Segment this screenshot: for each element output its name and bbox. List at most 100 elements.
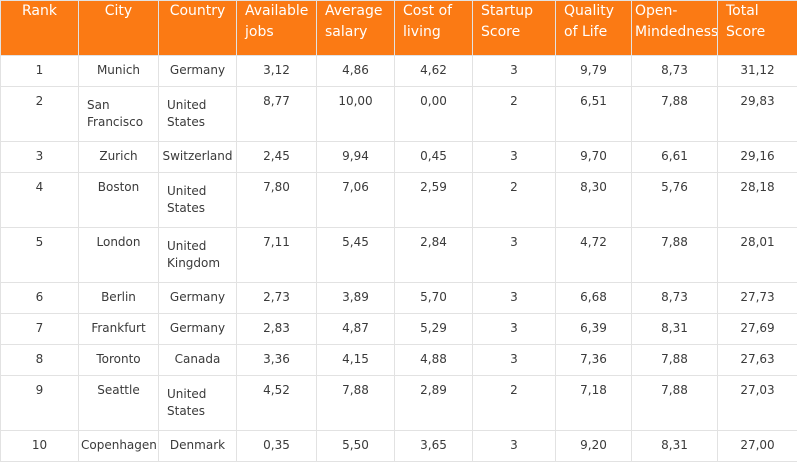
rank-cell: 4 (1, 173, 79, 228)
table-row: 3 Zurich Switzerland 2,45 9,94 0,45 3 9,… (1, 142, 797, 173)
total-score-cell: 29,16 (718, 142, 797, 173)
cost-of-living-cell: 5,29 (395, 314, 473, 345)
country-cell: Switzerland (159, 142, 237, 173)
city-cell: Boston (79, 173, 159, 228)
available-jobs-cell: 7,11 (237, 228, 317, 283)
cost-of-living-cell: 3,65 (395, 431, 473, 462)
open-mindedness-cell: 8,31 (632, 431, 718, 462)
quality-of-life-cell: 7,36 (556, 345, 632, 376)
country-cell: United States (159, 376, 237, 431)
startup-score-cell: 2 (473, 376, 556, 431)
rank-cell: 2 (1, 87, 79, 142)
total-score-cell: 28,18 (718, 173, 797, 228)
available-jobs-cell: 7,80 (237, 173, 317, 228)
startup-score-cell: 3 (473, 228, 556, 283)
country-cell: Germany (159, 314, 237, 345)
average-salary-cell: 5,50 (317, 431, 395, 462)
available-jobs-cell: 2,45 (237, 142, 317, 173)
startup-score-cell: 3 (473, 314, 556, 345)
total-score-cell: 27,69 (718, 314, 797, 345)
average-salary-cell: 10,00 (317, 87, 395, 142)
table-row: 5 London United Kingdom 7,11 5,45 2,84 3… (1, 228, 797, 283)
header-open-mindedness: Open-Mindedness (632, 1, 718, 56)
cost-of-living-cell: 0,00 (395, 87, 473, 142)
total-score-cell: 27,03 (718, 376, 797, 431)
cost-of-living-cell: 5,70 (395, 283, 473, 314)
open-mindedness-cell: 7,88 (632, 345, 718, 376)
table-row: 9 Seattle United States 4,52 7,88 2,89 2… (1, 376, 797, 431)
quality-of-life-cell: 6,39 (556, 314, 632, 345)
city-cell: Munich (79, 56, 159, 87)
average-salary-cell: 5,45 (317, 228, 395, 283)
average-salary-cell: 3,89 (317, 283, 395, 314)
cost-of-living-cell: 4,88 (395, 345, 473, 376)
average-salary-cell: 7,88 (317, 376, 395, 431)
startup-score-cell: 2 (473, 173, 556, 228)
rank-cell: 5 (1, 228, 79, 283)
open-mindedness-cell: 7,88 (632, 228, 718, 283)
quality-of-life-cell: 6,68 (556, 283, 632, 314)
startup-score-cell: 3 (473, 345, 556, 376)
header-quality-of-life: Quality of Life (556, 1, 632, 56)
header-cost-of-living: Cost of living (395, 1, 473, 56)
average-salary-cell: 4,86 (317, 56, 395, 87)
quality-of-life-cell: 7,18 (556, 376, 632, 431)
table-row: 10 Copenhagen Denmark 0,35 5,50 3,65 3 9… (1, 431, 797, 462)
rank-cell: 3 (1, 142, 79, 173)
available-jobs-cell: 4,52 (237, 376, 317, 431)
table-row: 1 Munich Germany 3,12 4,86 4,62 3 9,79 8… (1, 56, 797, 87)
header-average-salary: Average salary (317, 1, 395, 56)
average-salary-cell: 4,15 (317, 345, 395, 376)
total-score-cell: 31,12 (718, 56, 797, 87)
header-available-jobs: Available jobs (237, 1, 317, 56)
header-rank: Rank (1, 1, 79, 56)
country-cell: Denmark (159, 431, 237, 462)
rank-cell: 10 (1, 431, 79, 462)
rank-cell: 1 (1, 56, 79, 87)
country-cell: United Kingdom (159, 228, 237, 283)
country-cell: United States (159, 173, 237, 228)
open-mindedness-cell: 7,88 (632, 87, 718, 142)
cost-of-living-cell: 2,59 (395, 173, 473, 228)
quality-of-life-cell: 8,30 (556, 173, 632, 228)
available-jobs-cell: 3,12 (237, 56, 317, 87)
table-row: 8 Toronto Canada 3,36 4,15 4,88 3 7,36 7… (1, 345, 797, 376)
available-jobs-cell: 2,83 (237, 314, 317, 345)
quality-of-life-cell: 9,79 (556, 56, 632, 87)
country-cell: Canada (159, 345, 237, 376)
quality-of-life-cell: 6,51 (556, 87, 632, 142)
header-city: City (79, 1, 159, 56)
city-cell: London (79, 228, 159, 283)
cost-of-living-cell: 0,45 (395, 142, 473, 173)
city-cell: Zurich (79, 142, 159, 173)
startup-score-cell: 3 (473, 56, 556, 87)
cost-of-living-cell: 4,62 (395, 56, 473, 87)
city-cell: San Francisco (79, 87, 159, 142)
total-score-cell: 29,83 (718, 87, 797, 142)
quality-of-life-cell: 9,20 (556, 431, 632, 462)
city-cell: Berlin (79, 283, 159, 314)
country-cell: Germany (159, 56, 237, 87)
cost-of-living-cell: 2,84 (395, 228, 473, 283)
available-jobs-cell: 0,35 (237, 431, 317, 462)
table-row: 2 San Francisco United States 8,77 10,00… (1, 87, 797, 142)
total-score-cell: 27,00 (718, 431, 797, 462)
rank-cell: 7 (1, 314, 79, 345)
country-cell: United States (159, 87, 237, 142)
table-row: 4 Boston United States 7,80 7,06 2,59 2 … (1, 173, 797, 228)
city-cell: Toronto (79, 345, 159, 376)
available-jobs-cell: 3,36 (237, 345, 317, 376)
rank-cell: 9 (1, 376, 79, 431)
total-score-cell: 28,01 (718, 228, 797, 283)
startup-score-cell: 3 (473, 431, 556, 462)
open-mindedness-cell: 6,61 (632, 142, 718, 173)
open-mindedness-cell: 5,76 (632, 173, 718, 228)
average-salary-cell: 9,94 (317, 142, 395, 173)
header-total-score: Total Score (718, 1, 797, 56)
city-cell: Copenhagen (79, 431, 159, 462)
rank-cell: 6 (1, 283, 79, 314)
header-startup-score: Startup Score (473, 1, 556, 56)
startup-score-cell: 3 (473, 283, 556, 314)
quality-of-life-cell: 9,70 (556, 142, 632, 173)
total-score-cell: 27,63 (718, 345, 797, 376)
